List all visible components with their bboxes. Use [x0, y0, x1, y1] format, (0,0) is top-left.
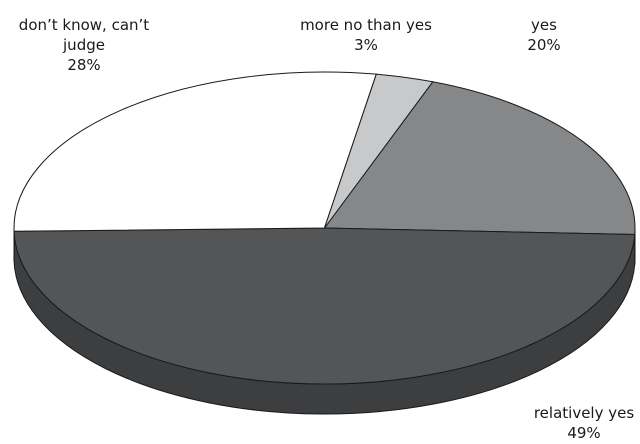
- slice-value-label: 28%: [67, 56, 100, 74]
- pie-slice-more-no-than-yes: [324, 73, 434, 229]
- pie-slice-yes: [324, 81, 636, 236]
- slice-label-more-no-than-yes: more no than yes 3%: [300, 16, 432, 54]
- pie-slice-don-t-know-can-t-judge: [13, 71, 377, 232]
- pie-slice-relatively-yes: [13, 227, 636, 385]
- slice-label-yes: yes 20%: [527, 16, 560, 54]
- slice-value-label: 49%: [567, 424, 600, 442]
- slice-category-label: don’t know, can’t: [19, 16, 150, 34]
- pie-slices: [13, 71, 636, 385]
- slice-category-label: relatively yes: [534, 404, 634, 422]
- slice-label-don-t-know-can-t-judge: don’t know, can’t judge 28%: [19, 16, 150, 74]
- slice-category-label: judge: [62, 36, 105, 54]
- slice-value-label: 3%: [354, 36, 378, 54]
- slice-label-relatively-yes: relatively yes 49%: [534, 404, 634, 442]
- slice-category-label: yes: [531, 16, 557, 34]
- slice-value-label: 20%: [527, 36, 560, 54]
- slice-labels: yes 20% relatively yes 49% don’t know, can’t…: [19, 16, 635, 442]
- slice-category-label: more no than yes: [300, 16, 432, 34]
